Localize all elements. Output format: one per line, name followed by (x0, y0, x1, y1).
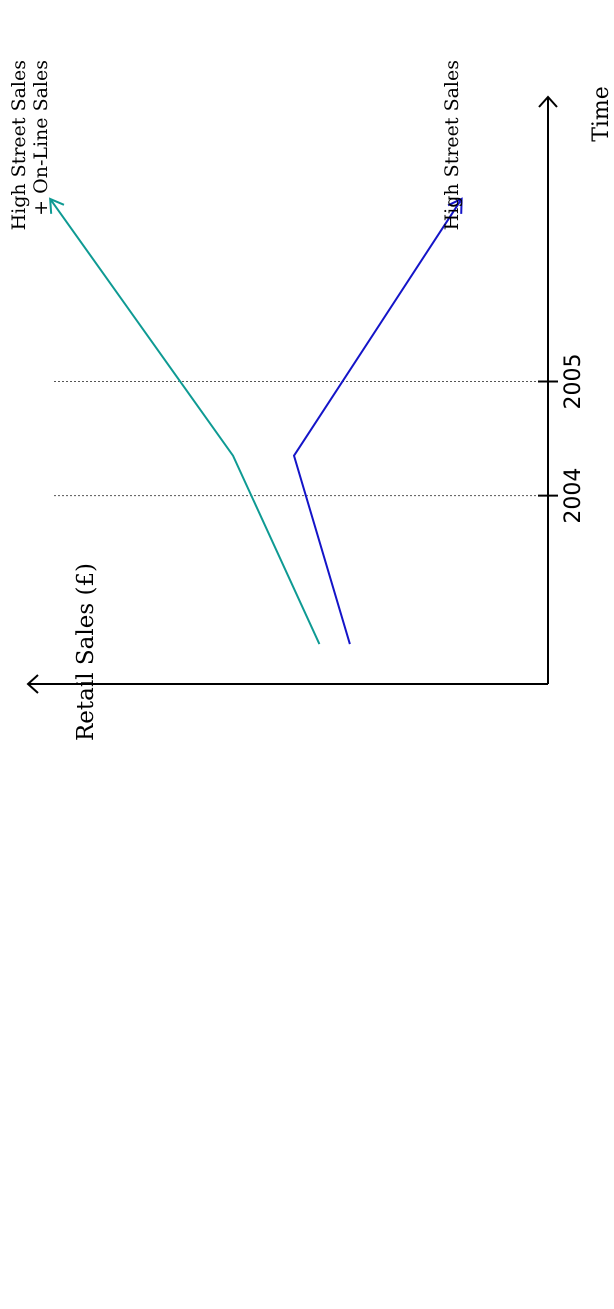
y-axis-arrow (26, 674, 39, 694)
series-label: High Street Sales+ On-Line Sales (8, 60, 52, 230)
series-arrowhead (49, 197, 65, 214)
x-tick-label: 2004 (561, 468, 586, 524)
series-arrowhead (447, 197, 463, 214)
plot-area: 2004 2005 Time (26, 86, 614, 694)
y-axis-label: Retail Sales (£) (73, 563, 99, 741)
series-label: High Street Sales (441, 60, 463, 230)
x-axis-label: Time (589, 86, 614, 142)
x-axis-arrow (538, 95, 558, 108)
series-line (292, 198, 463, 645)
x-tick-label: 2005 (561, 354, 586, 410)
